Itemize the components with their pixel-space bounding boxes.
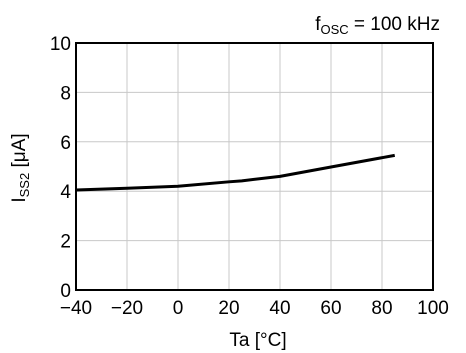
y-tick-label: 8 [60,83,71,104]
y-tick-label: 10 [50,34,71,55]
grid [76,43,433,290]
y-tick-label: 6 [60,133,71,154]
x-tick-label: 40 [269,298,290,319]
x-tick-label: 100 [417,298,449,319]
x-tick-label: 80 [371,298,392,319]
y-axis-label: ISS2 [μA] [9,133,32,202]
x-tick-label: −40 [60,298,92,319]
plot-frame [75,42,434,291]
y-tick-label: 2 [60,232,71,253]
x-tick-labels: −40 −20 0 20 40 60 80 100 [60,298,449,319]
y-tick-label: 4 [60,182,71,203]
x-tick-label: 0 [173,298,184,319]
x-tick-label: −20 [111,298,143,319]
annotation: fOSC = 100 kHz [315,14,440,37]
x-tick-label: 60 [320,298,341,319]
series [75,153,396,192]
series-line [75,153,396,192]
x-tick-label: 20 [218,298,239,319]
y-tick-labels: 0 2 4 6 8 10 [50,34,72,302]
x-axis-label: Ta [°C] [229,330,286,351]
y-tick-label: 0 [60,281,71,302]
